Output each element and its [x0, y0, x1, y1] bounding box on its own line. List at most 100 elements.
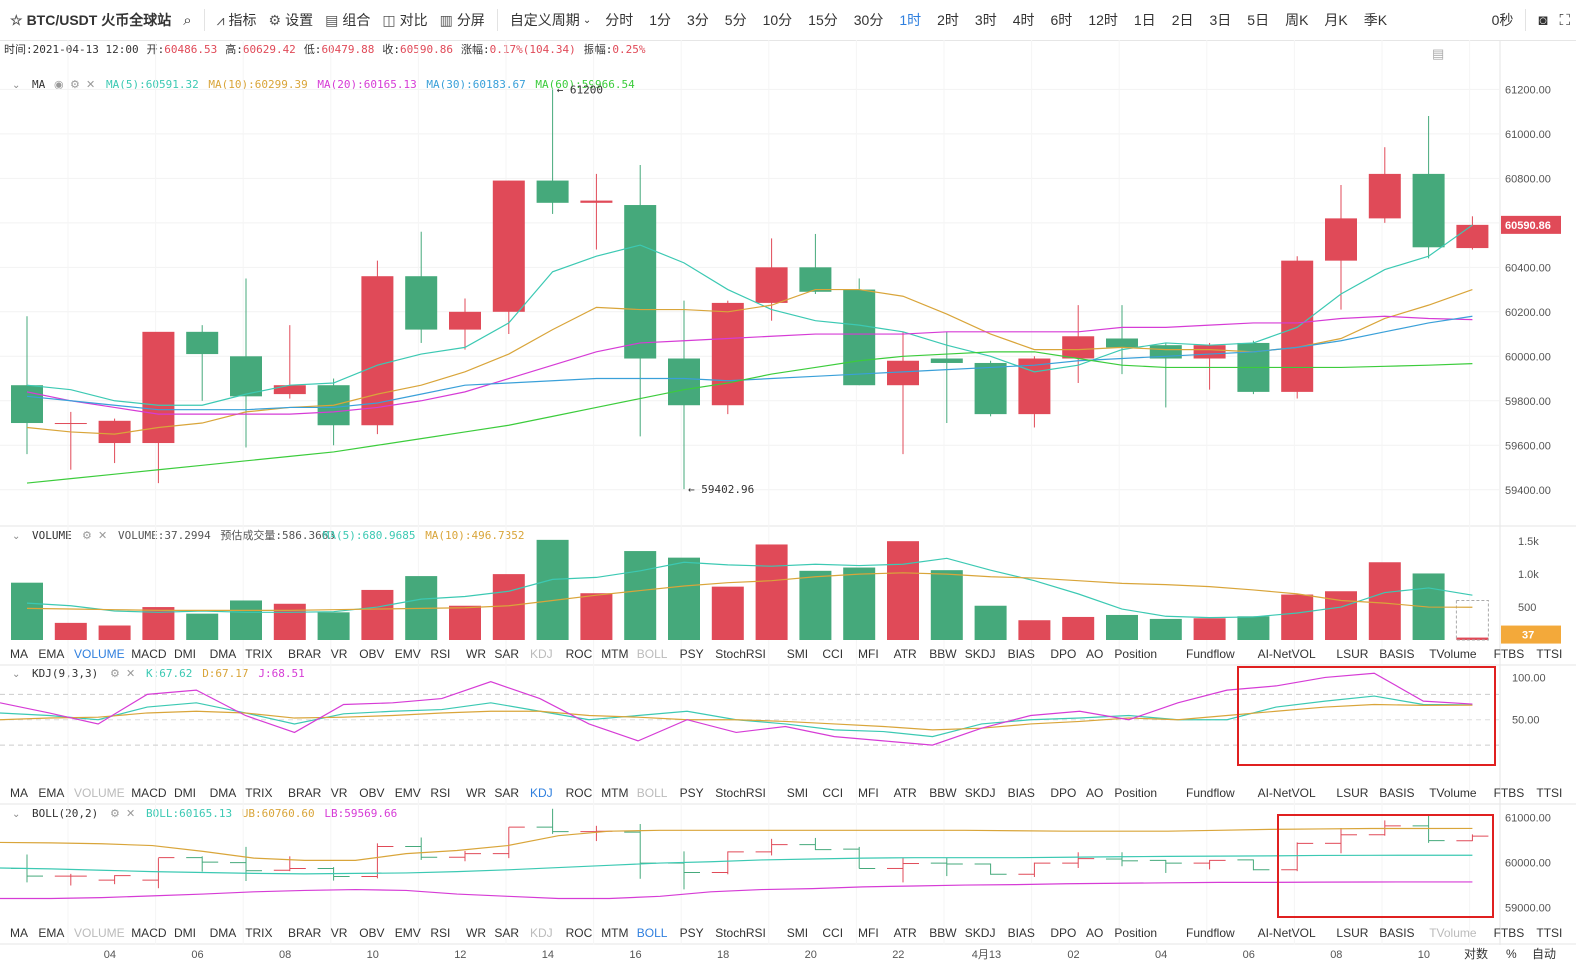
indicator-tab[interactable]: MA	[10, 647, 28, 661]
indicator-tab[interactable]: BIAS	[1008, 786, 1035, 800]
indicator-tab[interactable]: VR	[331, 786, 348, 800]
indicator-tab[interactable]: Position	[1114, 647, 1157, 661]
indicator-tab[interactable]: SKDJ	[965, 786, 996, 800]
axis-mode-pct[interactable]: %	[1506, 947, 1517, 961]
indicator-tab[interactable]: ROC	[566, 786, 593, 800]
indicator-tab[interactable]: MFI	[858, 647, 879, 661]
indicator-tab[interactable]: SAR	[494, 926, 519, 940]
indicator-tab[interactable]: BIAS	[1008, 647, 1035, 661]
indicator-tab[interactable]: CCI	[822, 786, 843, 800]
star-icon[interactable]: ☆	[10, 11, 23, 28]
indicator-tab[interactable]: DMA	[210, 647, 237, 661]
indicator-tab[interactable]: PSY	[680, 926, 704, 940]
indicator-tab[interactable]: KDJ	[530, 786, 553, 800]
indicator-tab[interactable]: LSUR	[1336, 786, 1368, 800]
indicator-tab[interactable]: BOLL	[637, 926, 668, 940]
indicator-tab[interactable]: ATR	[894, 926, 917, 940]
compare-button[interactable]: ◫ 对比	[376, 0, 433, 40]
period-tab[interactable]: 5日	[1247, 12, 1270, 28]
indicator-tab[interactable]: FTBS	[1494, 926, 1525, 940]
indicator-tab[interactable]: TRIX	[245, 786, 272, 800]
indicator-tab[interactable]: VR	[331, 647, 348, 661]
indicator-tab[interactable]: DMA	[210, 926, 237, 940]
indicator-tab[interactable]: Fundflow	[1186, 647, 1235, 661]
indicator-tab[interactable]: RSI	[430, 786, 450, 800]
camera-icon[interactable]: ◙	[1538, 11, 1548, 29]
indicator-tab[interactable]: EMA	[38, 786, 64, 800]
period-tab[interactable]: 1日	[1133, 12, 1156, 28]
indicator-tab[interactable]: SAR	[494, 647, 519, 661]
trading-chart[interactable]: 时间:2021-04-13 12:00 开:60486.53 高:60629.42 低…	[0, 40, 1576, 970]
indicator-tab[interactable]: BASIS	[1379, 786, 1414, 800]
fullscreen-icon[interactable]: ⛶	[1559, 11, 1570, 29]
indicator-tab[interactable]: BASIS	[1379, 926, 1414, 940]
indicator-tab[interactable]: ROC	[566, 647, 593, 661]
indicator-tab[interactable]: WR	[466, 786, 486, 800]
period-tab[interactable]: 2日	[1171, 12, 1194, 28]
indicator-tab[interactable]: BBW	[929, 786, 957, 800]
axis-mode-auto[interactable]: 自动	[1532, 947, 1556, 961]
indicator-tab[interactable]: StochRSI	[715, 647, 766, 661]
period-tab[interactable]: 周K	[1285, 12, 1309, 28]
period-tab[interactable]: 3日	[1209, 12, 1232, 28]
period-tab[interactable]: 月K	[1324, 12, 1348, 28]
period-tab[interactable]: 30分	[853, 12, 884, 28]
indicator-tab[interactable]: OBV	[359, 647, 384, 661]
indicator-tab[interactable]: DPO	[1050, 786, 1076, 800]
indicator-tab[interactable]: EMA	[38, 647, 64, 661]
split-screen-button[interactable]: ▥ 分屏	[434, 0, 491, 40]
period-tab[interactable]: 3时	[974, 12, 997, 28]
indicator-tab[interactable]: AO	[1086, 647, 1103, 661]
indicator-tab[interactable]: RSI	[430, 647, 450, 661]
period-tab[interactable]: 季K	[1363, 12, 1388, 28]
indicator-tab[interactable]: BOLL	[637, 647, 668, 661]
period-tab[interactable]: 10分	[762, 12, 793, 28]
indicator-tab[interactable]: BIAS	[1008, 926, 1035, 940]
indicator-tab[interactable]: StochRSI	[715, 786, 766, 800]
indicator-tab[interactable]: MA	[10, 786, 28, 800]
indicator-tab[interactable]: KDJ	[530, 926, 553, 940]
indicator-tab[interactable]: PSY	[680, 786, 704, 800]
indicator-tab[interactable]: AO	[1086, 786, 1103, 800]
indicator-tab[interactable]: OBV	[359, 786, 384, 800]
indicator-tab[interactable]: AO	[1086, 926, 1103, 940]
indicator-tab[interactable]: TRIX	[245, 926, 272, 940]
indicator-tab[interactable]: EMV	[395, 786, 421, 800]
indicator-tab[interactable]: SKDJ	[965, 647, 996, 661]
indicator-tab[interactable]: AI-NetVOL	[1258, 926, 1316, 940]
indicator-tab[interactable]: MACD	[131, 926, 167, 940]
period-tab[interactable]: 1时	[899, 12, 922, 28]
indicator-tab[interactable]: LSUR	[1336, 647, 1368, 661]
indicator-tab[interactable]: BOLL	[637, 786, 668, 800]
indicator-tab[interactable]: TVolume	[1429, 647, 1477, 661]
indicator-tab[interactable]: MACD	[131, 786, 167, 800]
period-tab[interactable]: 1分	[649, 12, 671, 28]
indicator-tab[interactable]: LSUR	[1336, 926, 1368, 940]
period-tab[interactable]: 15分	[808, 12, 838, 28]
indicator-tab[interactable]: FTBS	[1494, 786, 1525, 800]
indicator-tab[interactable]: WR	[466, 647, 486, 661]
custom-period-dropdown[interactable]: 自定义周期 ⌄	[504, 0, 597, 40]
period-tab[interactable]: 12时	[1088, 12, 1118, 28]
period-tab[interactable]: 分时	[605, 12, 634, 28]
indicator-tab[interactable]: BRAR	[288, 647, 322, 661]
period-tab[interactable]: 3分	[687, 12, 709, 28]
indicator-tab[interactable]: PSY	[680, 647, 704, 661]
axis-mode-log[interactable]: 对数	[1464, 946, 1488, 961]
indicator-tab[interactable]: WR	[466, 926, 486, 940]
indicator-tab[interactable]: TTSI	[1536, 786, 1562, 800]
indicator-tab[interactable]: CCI	[822, 926, 843, 940]
indicator-tab[interactable]: KDJ	[530, 647, 553, 661]
indicator-tab[interactable]: DPO	[1050, 647, 1076, 661]
indicator-tab[interactable]: SKDJ	[965, 926, 996, 940]
indicators-button[interactable]: ⩘ 指标	[211, 0, 263, 40]
indicator-tab[interactable]: EMA	[38, 926, 64, 940]
indicator-tab[interactable]: EMV	[395, 926, 421, 940]
indicator-tab[interactable]: TTSI	[1536, 647, 1562, 661]
indicator-tab[interactable]: AI-NetVOL	[1258, 647, 1316, 661]
indicator-tab[interactable]: MTM	[601, 647, 628, 661]
indicator-tab[interactable]: MTM	[601, 786, 628, 800]
indicator-tab[interactable]: MFI	[858, 926, 879, 940]
indicator-tab[interactable]: Position	[1114, 786, 1157, 800]
period-tab[interactable]: 4时	[1012, 12, 1035, 28]
